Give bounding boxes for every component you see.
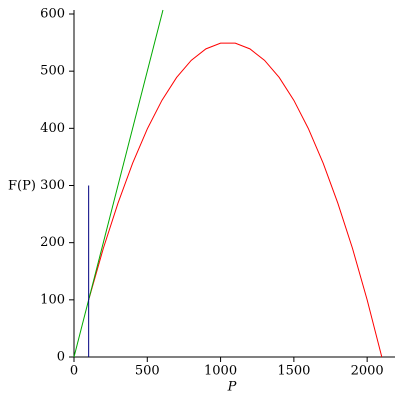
y-tick-label: 600 [40,7,65,22]
y-tick-label: 0 [57,350,65,365]
y-tick-label: 100 [40,292,65,307]
x-tick-label: 0 [70,364,78,379]
y-tick-label: 200 [40,235,65,250]
series-line [73,9,164,358]
y-tick-label: 500 [40,64,65,79]
x-axis-label: P [227,380,237,395]
series-line [88,42,383,358]
y-axis-label: F(P) [8,179,36,194]
x-tick-label: 500 [135,364,160,379]
x-tick-label: 1500 [277,364,310,379]
y-tick-label: 400 [40,121,65,136]
x-tick-label: 2000 [351,364,384,379]
x-tick-label: 1000 [204,364,237,379]
y-tick-label: 300 [40,178,65,193]
